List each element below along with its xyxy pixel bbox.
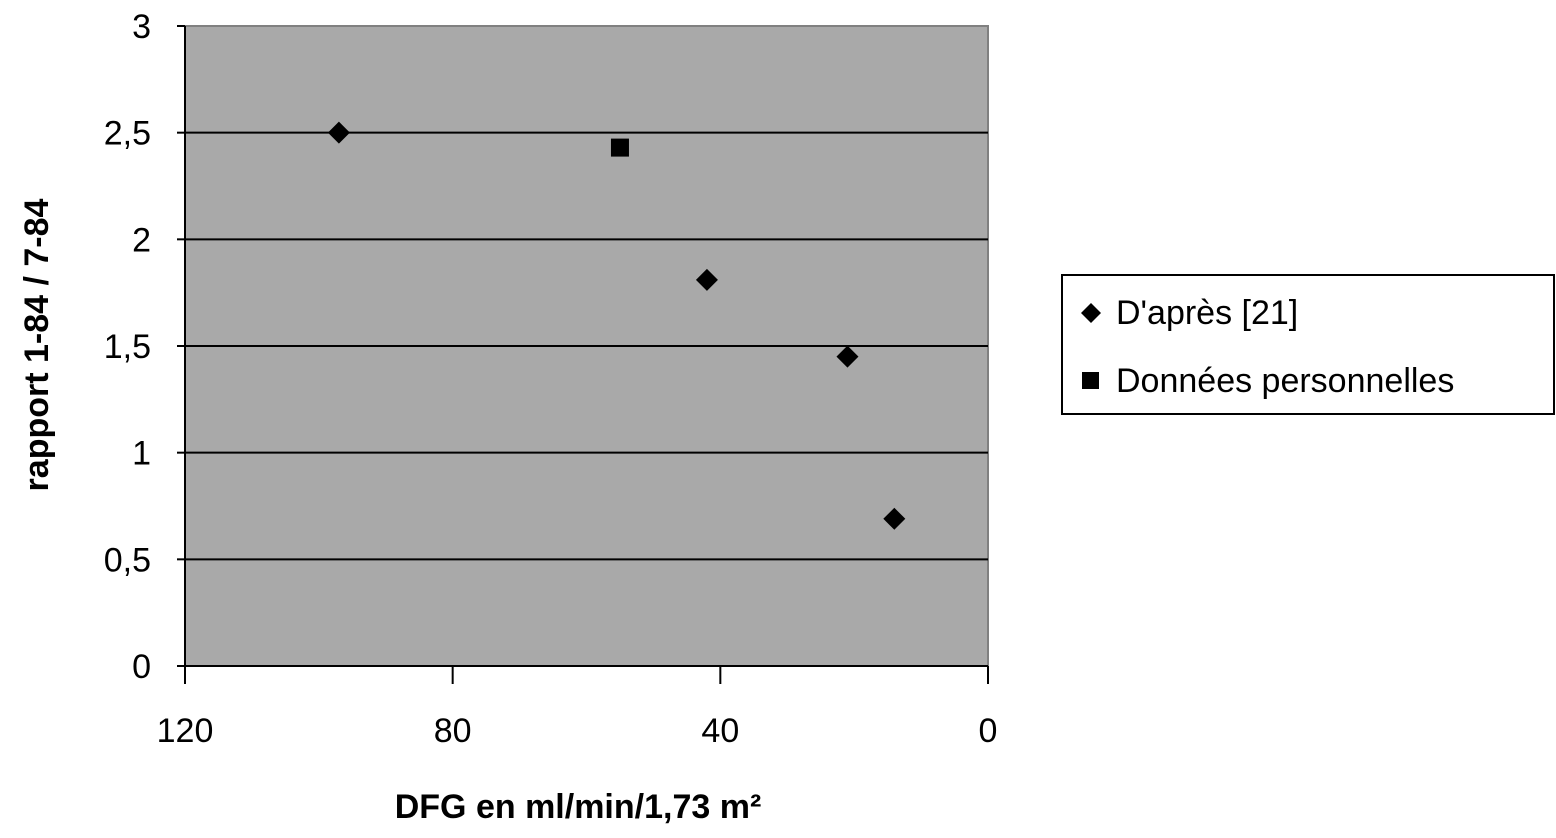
x-tick-label: 80 [434,712,472,750]
data-point-diamond [883,507,906,530]
y-tick-label: 0 [132,648,151,686]
x-tick-label: 0 [979,712,998,750]
legend-marker-diamond [1081,303,1101,323]
tick-labels: 0 0,5 1 1,5 2 2,5 3 120 80 40 0 [104,8,998,750]
y-tick-label: 1,5 [104,328,151,366]
legend-label-donnees-personnelles: Données personnelles [1116,362,1454,400]
y-tick-label: 2,5 [104,115,151,153]
legend: D'après [21] Données personnelles [1061,274,1555,415]
x-tick-label: 120 [157,712,214,750]
grid-lines [185,131,988,561]
data-point-diamond [836,345,859,368]
y-tick-label: 1 [132,435,151,473]
legend-box [1061,274,1555,415]
data-point-diamond [327,121,350,144]
x-tick-label: 40 [701,712,739,750]
data-point-square [610,138,629,157]
legend-marker-square [1082,372,1099,389]
y-axis-title: rapport 1-84 / 7-84 [18,198,56,491]
y-tick-label: 0,5 [104,541,151,579]
legend-label-dapres: D'après [21] [1116,294,1298,332]
y-tick-label: 2 [132,221,151,259]
x-axis-title: DFG en ml/min/1,73 m² [395,788,762,826]
data-points [327,121,906,530]
data-point-diamond [695,268,718,291]
y-tick-label: 3 [132,8,151,46]
axes [177,25,989,684]
